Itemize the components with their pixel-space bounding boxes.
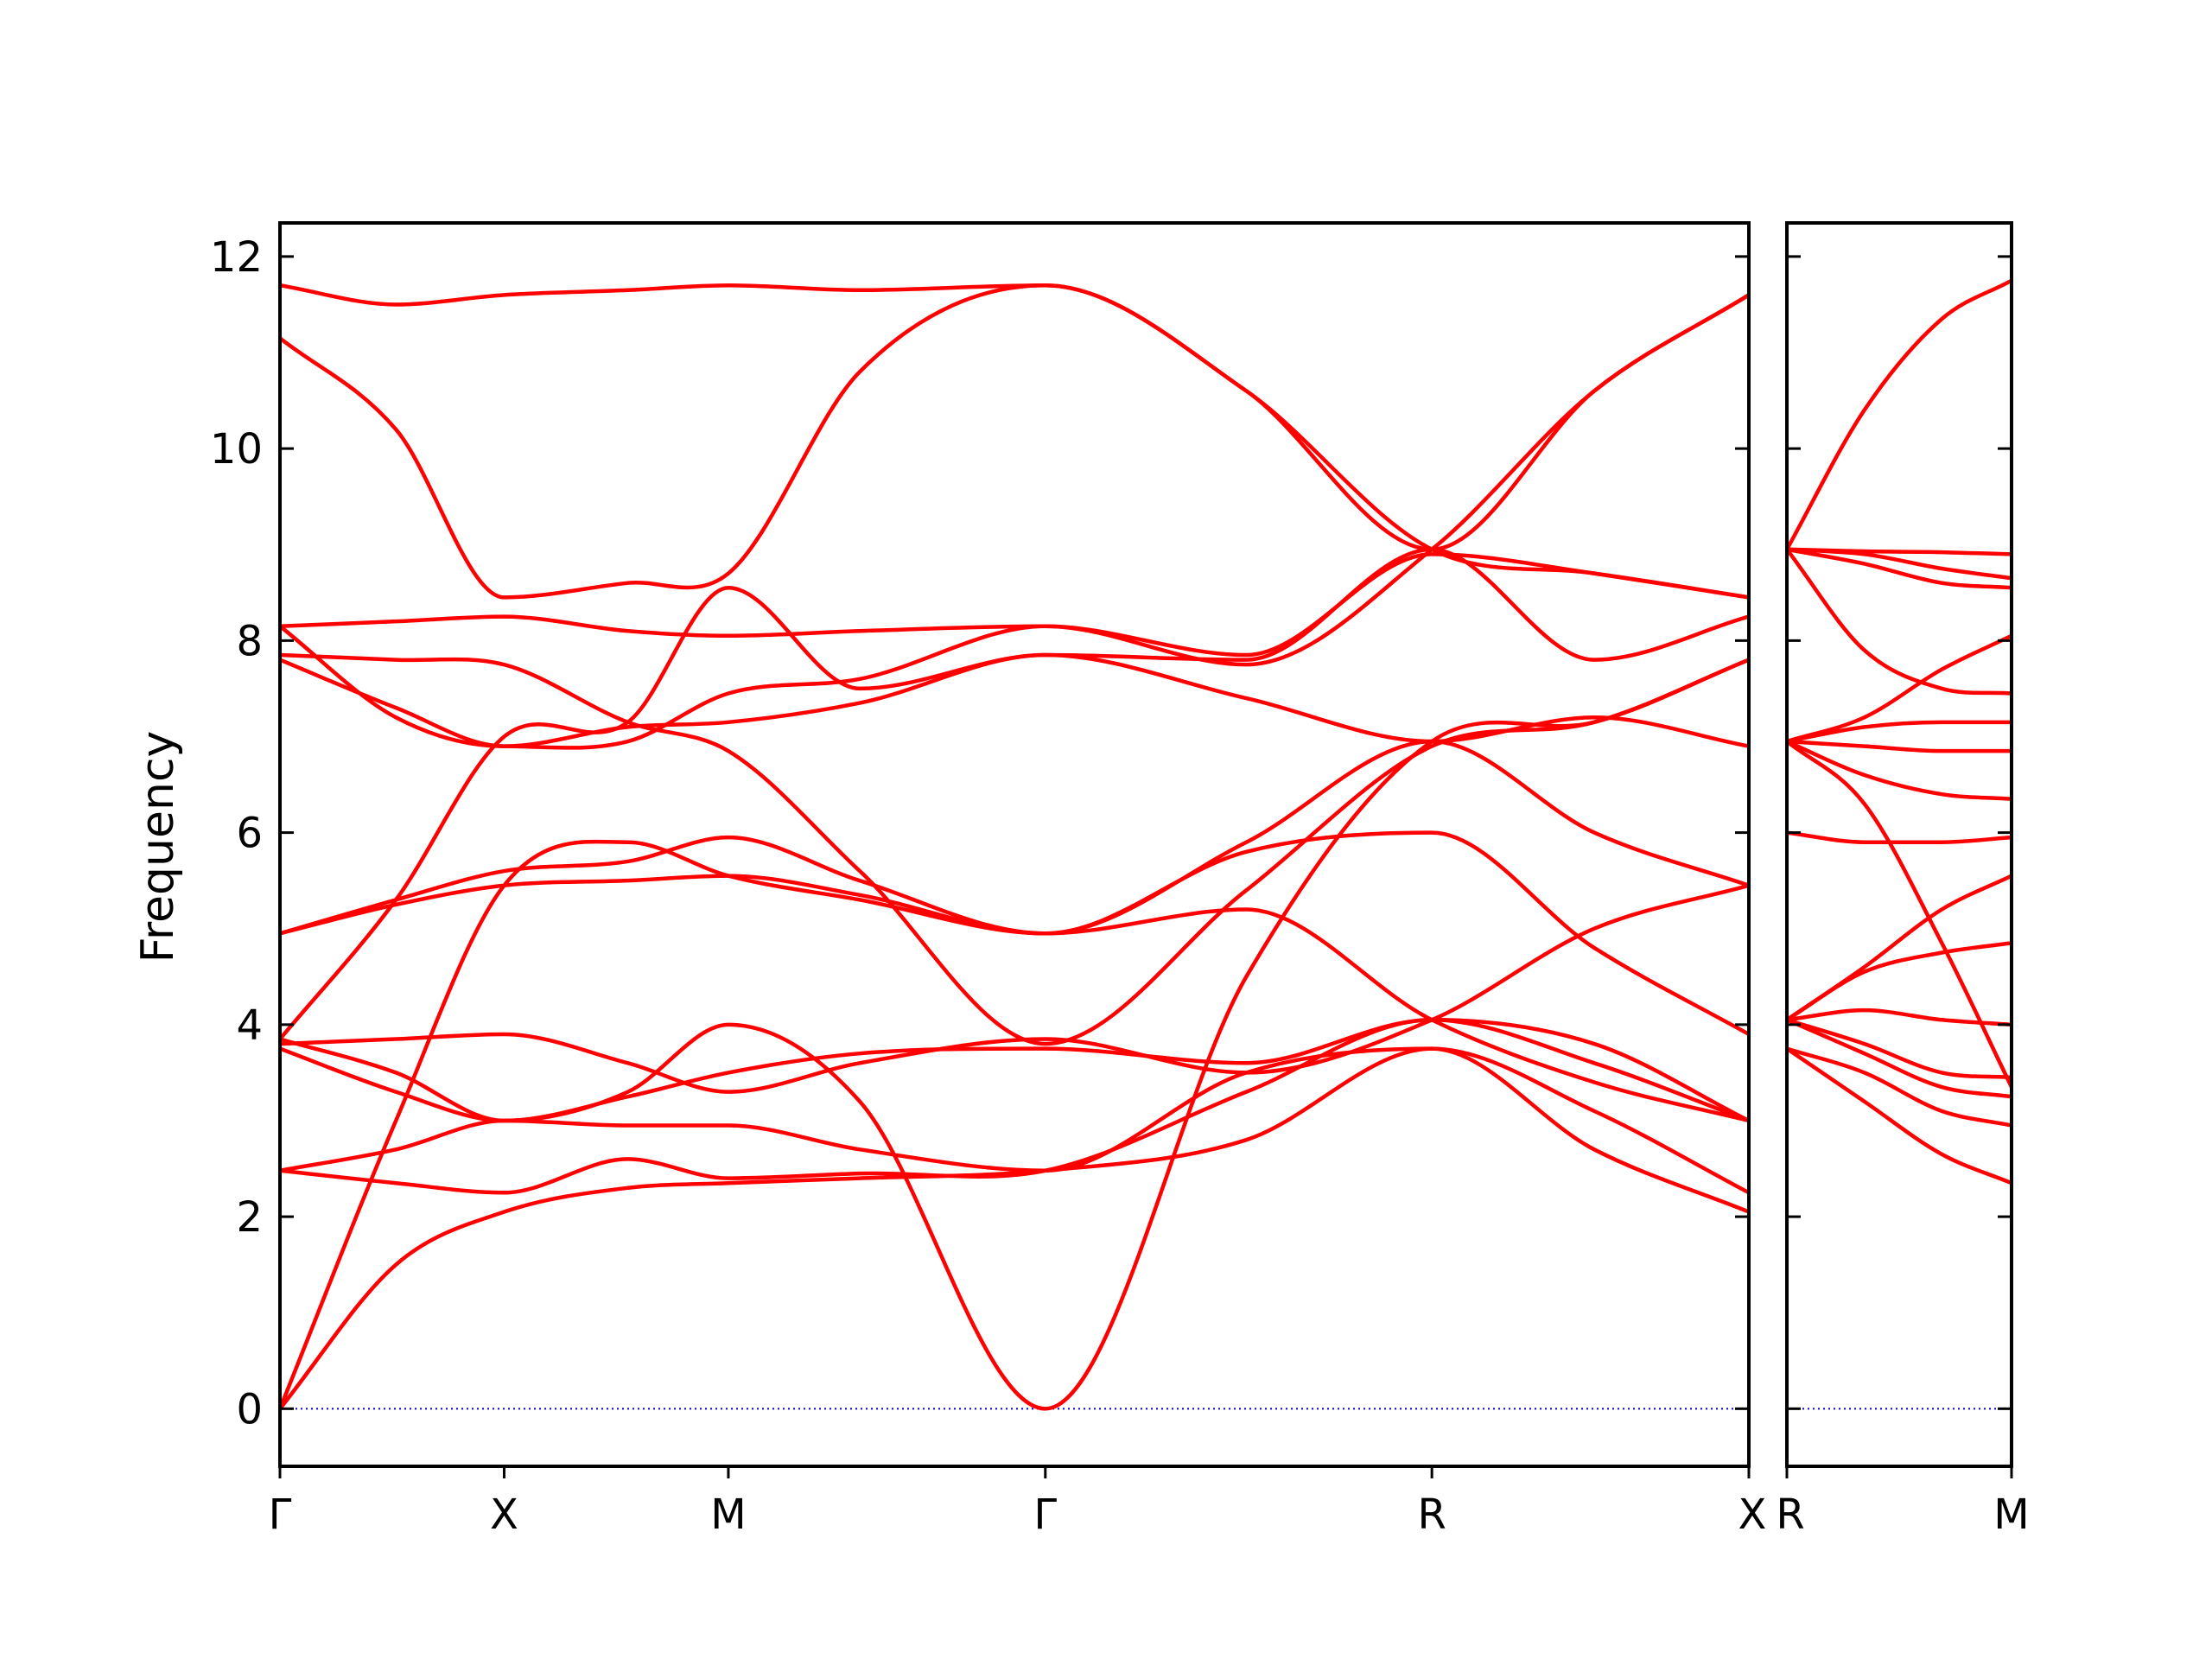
x-tick-label: R [1417,1491,1446,1539]
band-1 [280,1046,1749,1411]
x-tick-label: Γ [269,1491,292,1539]
x-tick-label: Γ [1033,1491,1057,1539]
y-axis-label: Frequency [132,731,184,963]
band-14 [280,293,1749,667]
band-6 [1787,941,2012,1022]
band-15 [1787,547,2012,590]
band-12 [1787,720,2012,744]
plot-frame [1785,221,2013,1468]
y-tick-label: 12 [210,233,263,282]
band-16 [280,283,1749,600]
band-13 [280,552,1749,750]
y-tick-label: 0 [236,1385,263,1433]
band-3 [280,1018,1749,1195]
plot-frame [278,221,1751,1468]
band-9 [1787,739,2012,1090]
band-10 [1787,739,2012,801]
band-panel-main: 0 2 4 6 8 10 12 Γ X M Γ R X [210,221,1767,1539]
band-lines [1787,278,2012,1185]
band-10 [280,739,1749,936]
band-11 [1787,739,2012,753]
y-tick-label: 10 [210,425,263,474]
y-tick-label: 8 [236,617,263,665]
band-15 [280,283,1749,600]
x-tick-label: M [710,1491,746,1539]
y-tick-label: 6 [236,810,263,858]
band-7 [1787,874,2012,1022]
band-7 [280,883,1749,1094]
band-3 [1787,1018,2012,1099]
band-18 [1787,278,2012,552]
band-4 [1787,1018,2012,1080]
band-8 [1787,830,2012,844]
band-8 [280,547,1749,1041]
band-1 [1787,1046,2012,1185]
band-13 [1787,633,2012,744]
band-14 [1787,547,2012,696]
y-tick-label: 4 [236,1001,263,1050]
band-12 [280,652,1749,1046]
band-lines [280,283,1749,1411]
band-5 [1787,1007,2012,1027]
band-2 [1787,1046,2012,1128]
y-tick-label: 2 [236,1193,263,1242]
x-tick-label: M [1993,1491,2029,1539]
x-tick-label: R [1776,1491,1804,1539]
band-17 [1787,547,2012,556]
x-tick-label: X [490,1491,518,1539]
band-9 [280,835,1749,1123]
x-tick-label: X [1738,1491,1767,1539]
band-2 [280,830,1749,1411]
band-11 [280,652,1749,748]
